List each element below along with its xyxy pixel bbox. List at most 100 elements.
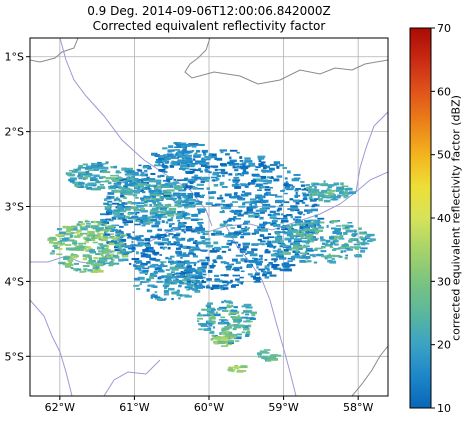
lon-tick-label: 58°W [343, 401, 373, 414]
echo-pixel [221, 250, 227, 253]
echo-pixel [181, 279, 187, 282]
echo-pixel [242, 169, 246, 171]
echo-pixel [156, 280, 164, 283]
echo-pixel [90, 238, 96, 241]
echo-pixel [126, 171, 133, 174]
echo-pixel [313, 183, 320, 186]
echo-pixel [313, 189, 320, 192]
echo-pixel [230, 312, 237, 314]
echo-pixel [105, 213, 110, 216]
echo-pixel [217, 197, 223, 200]
echo-pixel [187, 286, 193, 289]
echo-pixel [63, 256, 70, 260]
echo-pixel [261, 169, 267, 172]
echo-pixel [194, 290, 201, 293]
echo-pixel [164, 229, 172, 232]
echo-pixel [132, 217, 138, 220]
echo-pixel [152, 272, 157, 275]
echo-pixel [114, 198, 121, 201]
echo-pixel [284, 268, 292, 272]
echo-pixel [341, 244, 349, 247]
echo-pixel [331, 220, 338, 222]
echo-pixel [179, 282, 185, 285]
echo-pixel [323, 180, 326, 183]
echo-pixel [195, 244, 199, 247]
echo-pixel [187, 199, 194, 202]
echo-pixel [211, 191, 217, 194]
echo-pixel [109, 236, 114, 239]
echo-pixel [244, 226, 248, 229]
echo-pixel [78, 172, 81, 176]
echo-pixel [158, 190, 163, 194]
echo-pixel [150, 296, 154, 299]
echo-pixel [120, 194, 125, 198]
echo-pixel [301, 192, 306, 195]
echo-pixel [228, 313, 237, 315]
echo-pixel [232, 233, 239, 236]
echo-pixel [143, 216, 152, 219]
echo-pixel [86, 223, 91, 225]
echo-pixel [213, 340, 217, 343]
echo-pixel [199, 162, 206, 165]
echo-pixel [162, 284, 166, 288]
echo-pixel [146, 176, 150, 179]
echo-pixel [154, 291, 158, 294]
echo-pixel [237, 314, 240, 318]
echo-pixel [207, 320, 216, 323]
echo-pixel [129, 181, 137, 184]
echo-pixel [100, 259, 108, 262]
echo-pixel [272, 250, 280, 252]
echo-pixel [226, 343, 232, 346]
echo-pixel [162, 147, 168, 150]
echo-pixel [184, 157, 192, 160]
echo-pixel [188, 261, 197, 264]
echo-pixel [332, 197, 337, 201]
echo-pixel [170, 243, 177, 246]
echo-pixel [160, 243, 164, 245]
echo-pixel [186, 269, 193, 273]
echo-pixel [237, 246, 241, 249]
echo-pixel [229, 159, 237, 163]
echo-pixel [108, 187, 117, 190]
echo-pixel [209, 250, 218, 253]
echo-pixel [213, 313, 221, 317]
echo-pixel [140, 252, 146, 255]
echo-pixel [114, 243, 121, 247]
echo-pixel [123, 223, 129, 226]
echo-pixel [267, 213, 272, 216]
echo-pixel [294, 194, 301, 197]
echo-pixel [319, 183, 327, 186]
echo-pixel [107, 200, 113, 203]
echo-pixel [212, 248, 215, 251]
echo-pixel [91, 165, 99, 168]
echo-pixel [232, 274, 240, 277]
echo-pixel [104, 231, 107, 234]
echo-pixel [290, 224, 293, 227]
echo-pixel [133, 284, 138, 287]
echo-pixel [171, 291, 179, 295]
echo-pixel [186, 163, 190, 166]
echo-pixel [126, 188, 133, 192]
echo-pixel [303, 226, 310, 230]
echo-pixel [132, 212, 137, 214]
echo-pixel [154, 222, 161, 225]
echo-pixel [159, 246, 163, 249]
echo-pixel [187, 195, 193, 199]
echo-pixel [236, 369, 240, 373]
echo-pixel [135, 208, 140, 211]
echo-pixel [208, 318, 212, 322]
echo-pixel [317, 217, 325, 220]
echo-pixel [181, 200, 189, 204]
echo-pixel [85, 183, 94, 187]
echo-pixel [149, 274, 158, 277]
echo-pixel [109, 261, 114, 263]
echo-pixel [238, 243, 241, 247]
echo-pixel [75, 226, 78, 229]
echo-pixel [112, 202, 120, 205]
echo-pixel [151, 224, 159, 228]
echo-pixel [230, 366, 237, 369]
echo-pixel [172, 222, 175, 225]
echo-pixel [188, 202, 195, 205]
echo-pixel [213, 241, 219, 245]
echo-pixel [190, 218, 199, 221]
